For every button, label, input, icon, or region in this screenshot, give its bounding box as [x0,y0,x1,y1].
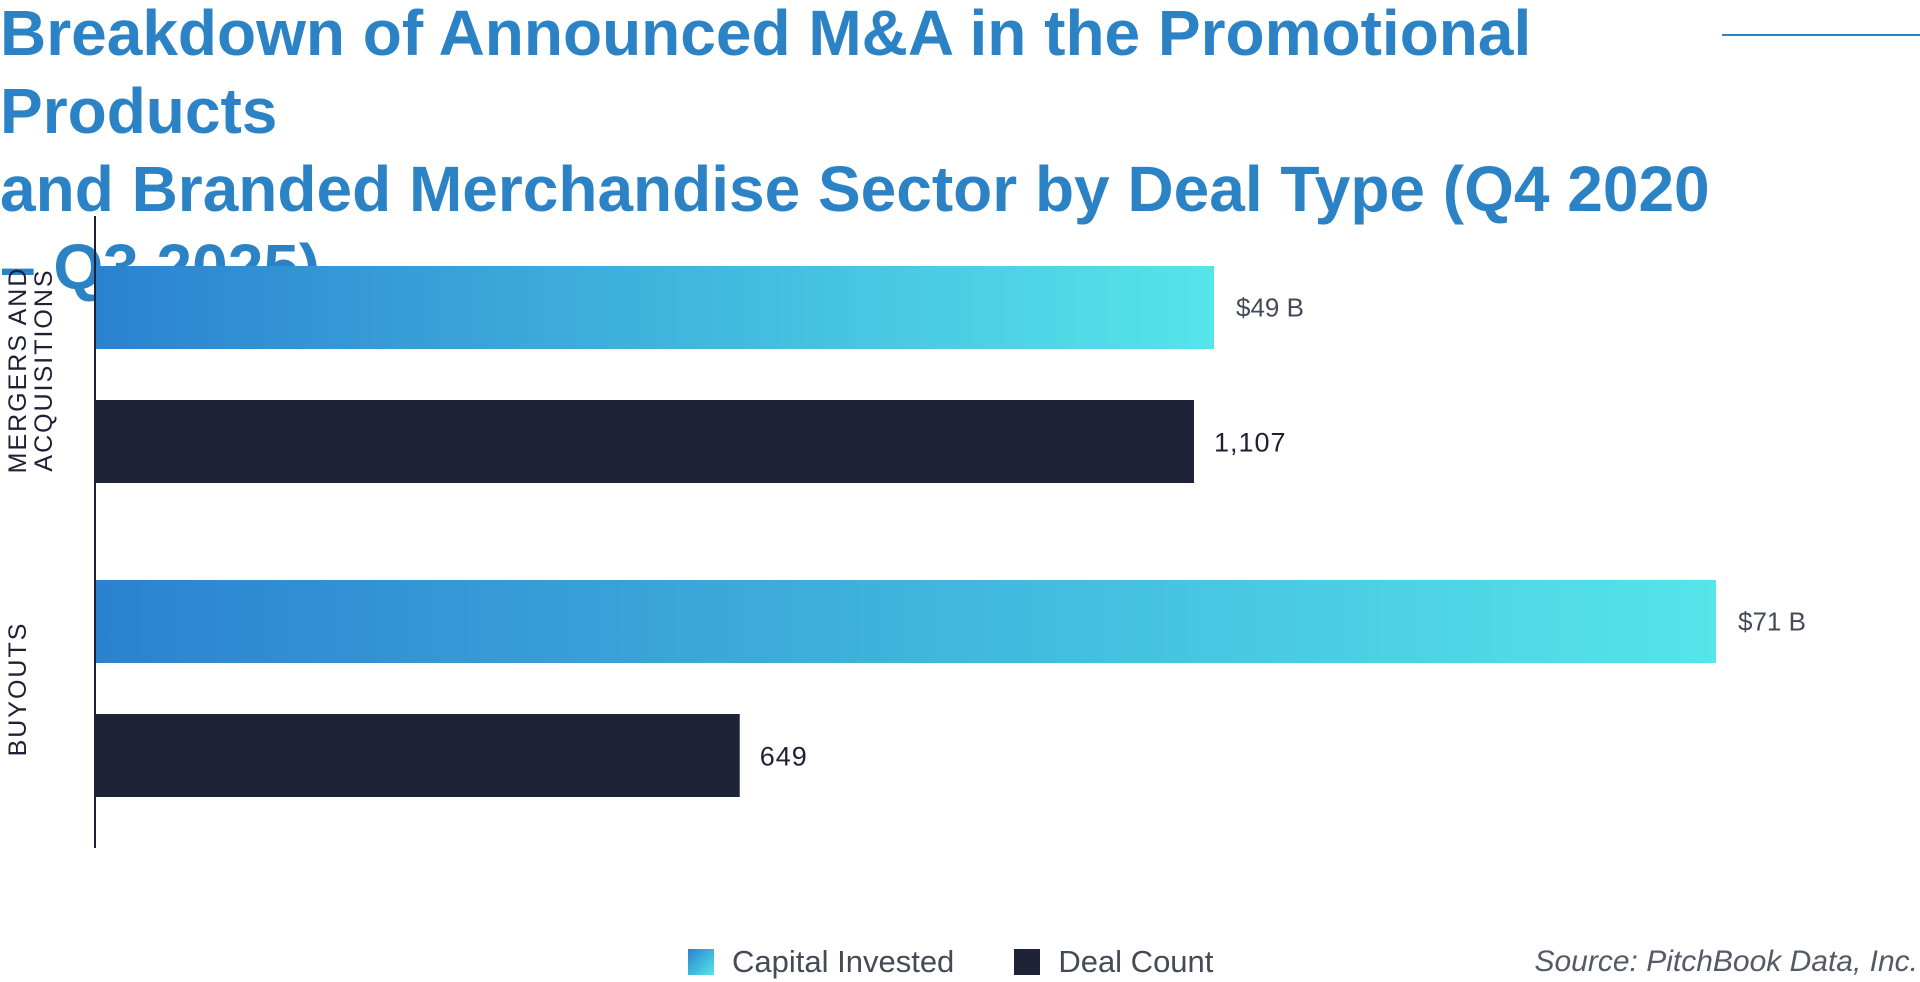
source-note: Source: PitchBook Data, Inc. [1534,945,1918,978]
bar-capital-invested-buyouts [96,580,1716,663]
category-label-line: ACQUISITIONS [30,268,58,471]
category-label-line: BUYOUTS [4,622,32,757]
value-label-deal-count-buyouts: 649 [760,742,808,772]
bar-deal-count-buyouts [96,714,740,797]
bars-layer: $49 B 1,107 $71 B 649 [96,266,1806,797]
bar-deal-count-mergers-and-acquisitions [96,400,1194,483]
legend: Capital Invested Deal Count [688,942,1273,982]
value-label-capital-invested-buyouts: $71 B [1738,607,1806,637]
category-label-buyouts: BUYOUTS [4,622,32,757]
legend-label-deal-count: Deal Count [1058,944,1214,979]
value-label-capital-invested-mergers-and-acquisitions: $49 B [1236,293,1304,323]
legend-swatch-deal-count [1014,949,1041,975]
value-label-deal-count-mergers-and-acquisitions: 1,107 [1214,428,1287,458]
legend-label-capital-invested: Capital Invested [732,944,955,979]
bar-chart: $49 B 1,107 $71 B 649 MERGERS ANDACQUISITIO… [4,216,1806,848]
category-label-line: MERGERS AND [4,267,32,474]
legend-swatch-capital-invested [688,949,714,975]
legend-item-deal-count: Deal Count [1014,944,1213,980]
chart-title-line-2: and Branded Merchandise Sector by Deal T… [0,153,1710,303]
chart-title-line-1: Breakdown of Announced M&A in the Promot… [0,0,1532,147]
bar-capital-invested-mergers-and-acquisitions [96,266,1215,349]
chart-title: Breakdown of Announced M&A in the Promot… [0,0,1720,306]
legend-item-capital-invested: Capital Invested [688,944,954,980]
title-rule [1722,34,1920,36]
